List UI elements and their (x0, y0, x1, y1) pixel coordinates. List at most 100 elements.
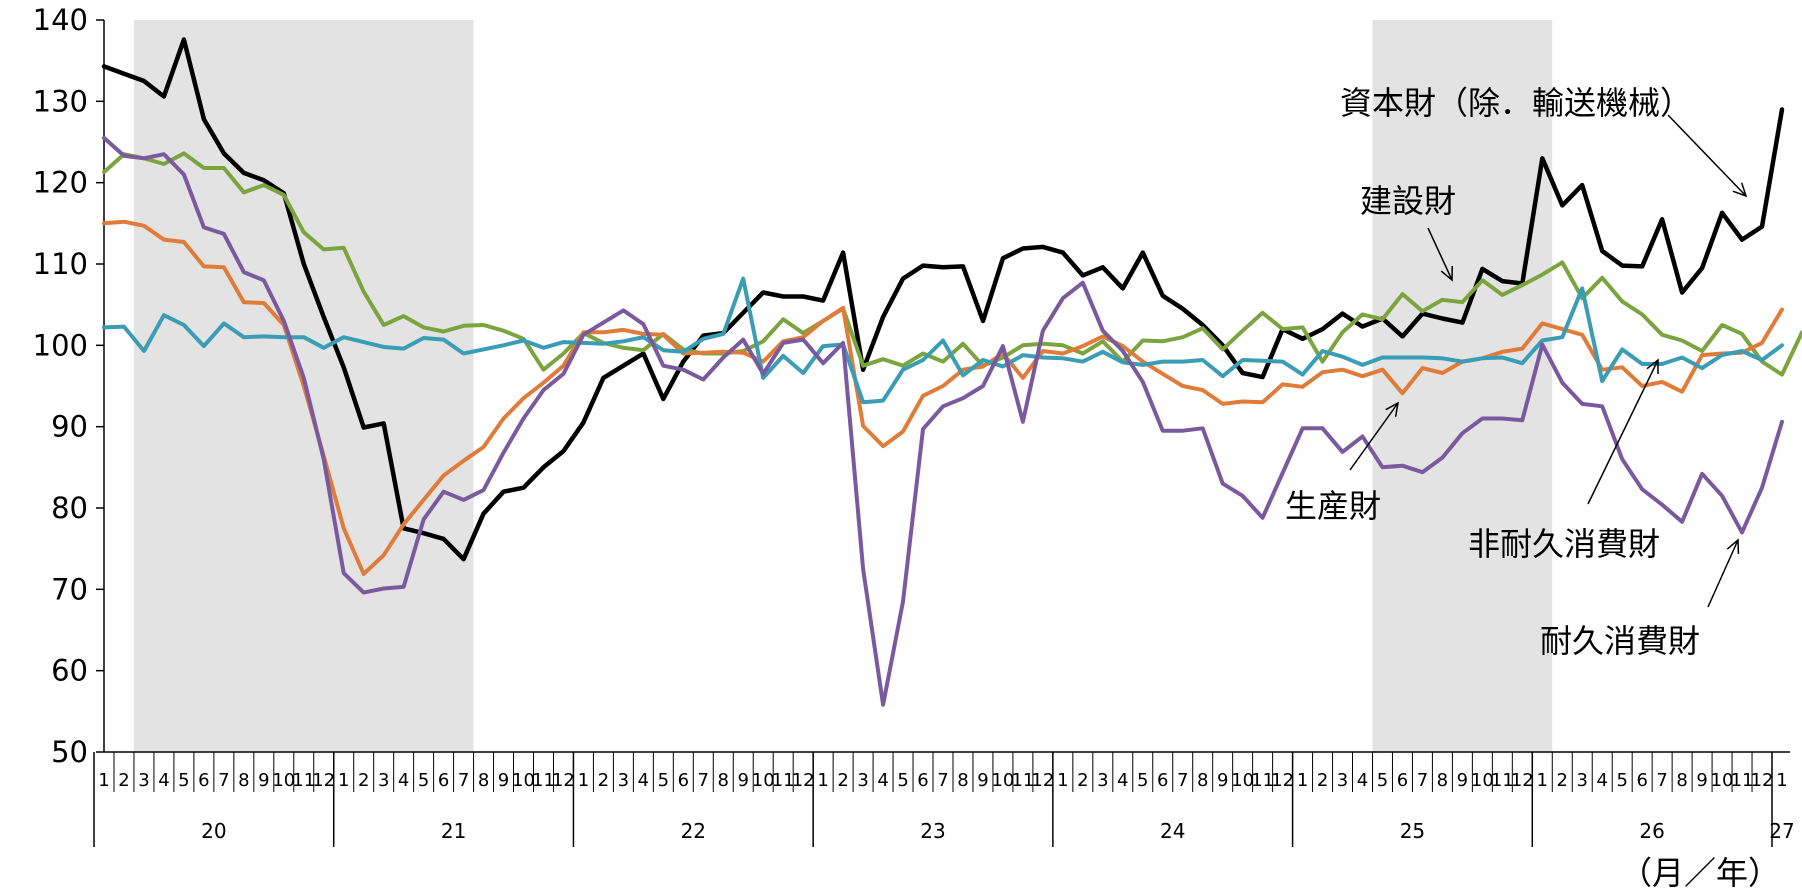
x-month-label: 11 (1491, 770, 1514, 791)
x-month-label: 8 (238, 770, 249, 791)
x-month-label: 12 (312, 770, 335, 791)
x-month-label: 9 (738, 770, 749, 791)
x-month-label: 3 (618, 770, 629, 791)
x-month-label: 11 (1011, 770, 1034, 791)
annotation-arrow-line (1667, 114, 1747, 197)
x-month-label: 1 (578, 770, 589, 791)
annotation-arrow-line (1587, 359, 1659, 505)
x-month-label: 4 (398, 770, 409, 791)
y-tick-label: 110 (33, 247, 88, 281)
x-month-label: 7 (458, 770, 469, 791)
annotation-arrow-head (1385, 401, 1400, 417)
shaded-period (1372, 20, 1553, 752)
x-month-label: 5 (897, 770, 908, 791)
x-month-label: 1 (1057, 770, 1068, 791)
x-month-label: 7 (1417, 770, 1428, 791)
y-tick-label: 50 (51, 735, 88, 769)
x-month-label: 12 (1751, 770, 1774, 791)
x-month-label: 10 (752, 770, 775, 791)
x-month-label: 6 (917, 770, 928, 791)
annotation-arrow-head (1726, 538, 1740, 555)
annotation-nondurable-goods: 非耐久消費財 (1468, 525, 1660, 563)
x-month-label: 1 (98, 770, 109, 791)
annotation-producer-goods: 生産財 (1285, 487, 1381, 525)
annotation-arrow-line (1427, 227, 1453, 281)
annotation-arrow-head (1732, 182, 1748, 198)
x-year-label: 24 (1160, 819, 1185, 843)
recession-shading (133, 20, 1553, 752)
x-month-label: 3 (857, 770, 868, 791)
annotation-construction-goods: 建設財 (1360, 182, 1456, 220)
x-month-label: 5 (1137, 770, 1148, 791)
x-month-label: 2 (1317, 770, 1328, 791)
x-month-label: 5 (1377, 770, 1388, 791)
x-year-label: 25 (1400, 819, 1425, 843)
x-month-label: 4 (1596, 770, 1607, 791)
x-month-label: 8 (1676, 770, 1687, 791)
y-tick-label: 70 (51, 572, 88, 606)
x-month-label: 4 (638, 770, 649, 791)
series-lines (101, 37, 1802, 707)
x-month-label: 10 (1231, 770, 1254, 791)
x-month-label: 12 (552, 770, 575, 791)
y-tick-label: 130 (33, 84, 88, 118)
x-month-label: 6 (1397, 770, 1408, 791)
y-tick-label: 80 (51, 491, 88, 525)
x-month-label: 2 (358, 770, 369, 791)
x-month-label: 10 (1471, 770, 1494, 791)
x-month-label: 8 (718, 770, 729, 791)
x-month-label: 4 (1357, 770, 1368, 791)
x-month-label: 11 (532, 770, 555, 791)
x-month-label: 1 (338, 770, 349, 791)
annotations: 資本財（除．輸送機械） 建設財 生産財 非耐久消費財 耐久消費財 （月／年） (1285, 84, 1780, 892)
y-tick-label: 100 (33, 328, 88, 362)
x-month-label: 12 (1031, 770, 1054, 791)
x-month-label: 7 (218, 770, 229, 791)
x-month-label: 8 (1437, 770, 1448, 791)
x-month-label: 11 (292, 770, 315, 791)
x-month-label: 3 (1097, 770, 1108, 791)
x-month-label: 12 (1271, 770, 1294, 791)
x-month-label: 8 (957, 770, 968, 791)
x-month-label: 1 (817, 770, 828, 791)
x-month-label: 9 (258, 770, 269, 791)
x-month-label: 2 (118, 770, 129, 791)
series-line (101, 37, 1785, 562)
x-month-label: 3 (378, 770, 389, 791)
x-month-label: 8 (1197, 770, 1208, 791)
x-month-label: 7 (937, 770, 948, 791)
x-month-label: 11 (772, 770, 795, 791)
x-month-label: 1 (1776, 770, 1787, 791)
x-month-label: 6 (438, 770, 449, 791)
x-month-label: 1 (1297, 770, 1308, 791)
x-month-label: 6 (678, 770, 689, 791)
x-month-label: 10 (1711, 770, 1734, 791)
series-line (102, 276, 1784, 405)
x-month-label: 6 (1636, 770, 1647, 791)
x-month-label: 2 (1077, 770, 1088, 791)
y-tick-label: 120 (33, 166, 88, 200)
x-month-label: 4 (158, 770, 169, 791)
x-year-label: 20 (201, 819, 226, 843)
annotation-arrow-head (1440, 265, 1453, 282)
y-tick-label: 60 (51, 654, 88, 688)
y-tick-label: 90 (51, 410, 88, 444)
x-month-label: 4 (1117, 770, 1128, 791)
series-line (102, 151, 1802, 377)
y-tick-label: 140 (33, 3, 88, 37)
x-month-label: 5 (418, 770, 429, 791)
x-month-label: 6 (198, 770, 209, 791)
x-month-label: 6 (1157, 770, 1168, 791)
x-year-label: 27 (1769, 819, 1794, 843)
x-month-label: 12 (792, 770, 815, 791)
x-month-label: 10 (272, 770, 295, 791)
x-month-label: 3 (1337, 770, 1348, 791)
x-month-label: 9 (1457, 770, 1468, 791)
x-month-label: 5 (178, 770, 189, 791)
x-month-label: 10 (991, 770, 1014, 791)
annotation-arrow-head (1646, 358, 1659, 375)
annotation-arrows (1349, 114, 1748, 608)
x-month-label: 9 (1217, 770, 1228, 791)
